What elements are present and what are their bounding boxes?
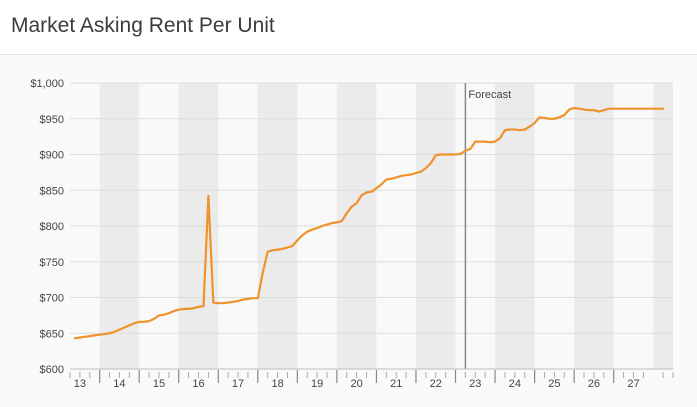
y-tick-label: $1,000	[30, 78, 64, 90]
x-tick-label: 14	[113, 378, 125, 390]
x-tick-label: 17	[232, 378, 244, 390]
y-tick-label: $800	[40, 221, 64, 233]
y-tick-label: $700	[40, 293, 64, 305]
y-tick-label: $900	[40, 150, 64, 162]
x-axis: 13 14 15 16 17 18 19 20 21 22 23 24 25 26 27	[69, 368, 674, 390]
x-tick-label: 22	[430, 378, 442, 390]
forecast-label: Forecast	[468, 89, 511, 101]
x-tick-label: 21	[390, 378, 402, 390]
y-tick-label: $650	[40, 328, 64, 340]
x-tick-label: 16	[192, 378, 204, 390]
forecast-marker: Forecast	[464, 83, 511, 369]
x-tick-label: 15	[153, 378, 165, 390]
series-line-0	[73, 106, 665, 340]
y-tick-label: $950	[40, 114, 64, 126]
rent-line-chart: Forecast $600 $650 $700 $750 $800 $850 $900 $95…	[30, 78, 674, 390]
chart-title: Market Asking Rent Per Unit	[11, 14, 275, 37]
x-tick-label: 18	[271, 378, 283, 390]
x-tick-label: 13	[74, 378, 86, 390]
x-tick-label: 19	[311, 378, 323, 390]
x-tick-label: 24	[509, 378, 521, 390]
y-tick-label: $750	[40, 257, 64, 269]
chart-area: Forecast $600 $650 $700 $750 $800 $850 $900 $95…	[0, 55, 697, 407]
x-tick-label: 27	[627, 378, 639, 390]
y-axis: $600 $650 $700 $750 $800 $850 $900 $950 $1,000	[30, 78, 64, 376]
x-tick-label: 23	[469, 378, 481, 390]
y-tick-label: $850	[40, 185, 64, 197]
x-tick-label: 25	[548, 378, 560, 390]
x-tick-label: 26	[588, 378, 600, 390]
x-tick-label: 20	[351, 378, 363, 390]
series-layer	[73, 106, 665, 340]
y-tick-label: $600	[40, 364, 64, 376]
chart-header: Market Asking Rent Per Unit	[0, 0, 697, 55]
